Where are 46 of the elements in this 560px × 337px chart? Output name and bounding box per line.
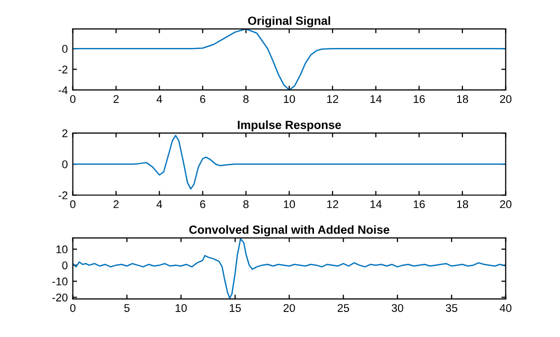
x-tick-label: 10 — [284, 200, 295, 208]
chart-title: Impulse Response — [238, 120, 341, 132]
line-series — [72, 28, 506, 90]
x-tick-label: 16 — [414, 200, 425, 208]
x-tick-label: 14 — [370, 200, 382, 208]
x-tick-label: 12 — [327, 200, 338, 208]
x-tick-label: 20 — [500, 95, 512, 103]
x-tick-label: 25 — [338, 304, 350, 312]
x-tick-label: 30 — [392, 304, 404, 312]
chart-title: Original Signal — [248, 16, 330, 28]
x-tick-label: 4 — [156, 200, 162, 208]
x-tick-label: 10 — [176, 304, 187, 312]
x-tick-label: 14 — [370, 95, 382, 103]
x-tick-label: 12 — [327, 95, 338, 103]
y-tick-label: -2 — [58, 66, 68, 74]
y-tick-label: 0 — [62, 261, 68, 270]
x-tick-label: 4 — [156, 95, 162, 103]
y-tick-label: -4 — [58, 86, 68, 94]
y-tick-label: -2 — [58, 191, 68, 200]
y-tick-label: -20 — [52, 294, 68, 302]
x-tick-label: 20 — [284, 304, 295, 312]
x-tick-label: 8 — [243, 200, 249, 208]
x-tick-label: 15 — [230, 304, 241, 312]
x-tick-label: 20 — [500, 200, 512, 208]
line-series — [72, 238, 506, 299]
chart-title: Convolved Signal with Added Noise — [189, 225, 390, 236]
y-tick-label: 0 — [62, 44, 68, 53]
x-tick-label: 16 — [414, 95, 425, 103]
x-tick-label: 0 — [70, 95, 76, 103]
x-tick-label: 35 — [446, 304, 458, 312]
x-tick-label: 18 — [457, 200, 468, 208]
x-tick-label: 6 — [200, 200, 206, 208]
x-tick-label: 2 — [114, 95, 119, 103]
x-tick-label: 0 — [70, 200, 76, 208]
x-tick-label: 40 — [500, 304, 512, 312]
x-tick-label: 2 — [114, 200, 119, 208]
x-tick-label: 0 — [70, 304, 76, 312]
x-tick-label: 10 — [284, 95, 295, 103]
y-tick-label: -10 — [52, 278, 68, 286]
x-tick-label: 18 — [457, 95, 468, 103]
y-tick-label: 0 — [62, 160, 68, 168]
y-tick-label: 10 — [56, 245, 68, 254]
y-tick-label: 2 — [62, 129, 68, 138]
x-tick-label: 6 — [200, 95, 206, 103]
x-tick-label: 8 — [243, 95, 249, 103]
x-tick-label: 5 — [124, 304, 130, 312]
